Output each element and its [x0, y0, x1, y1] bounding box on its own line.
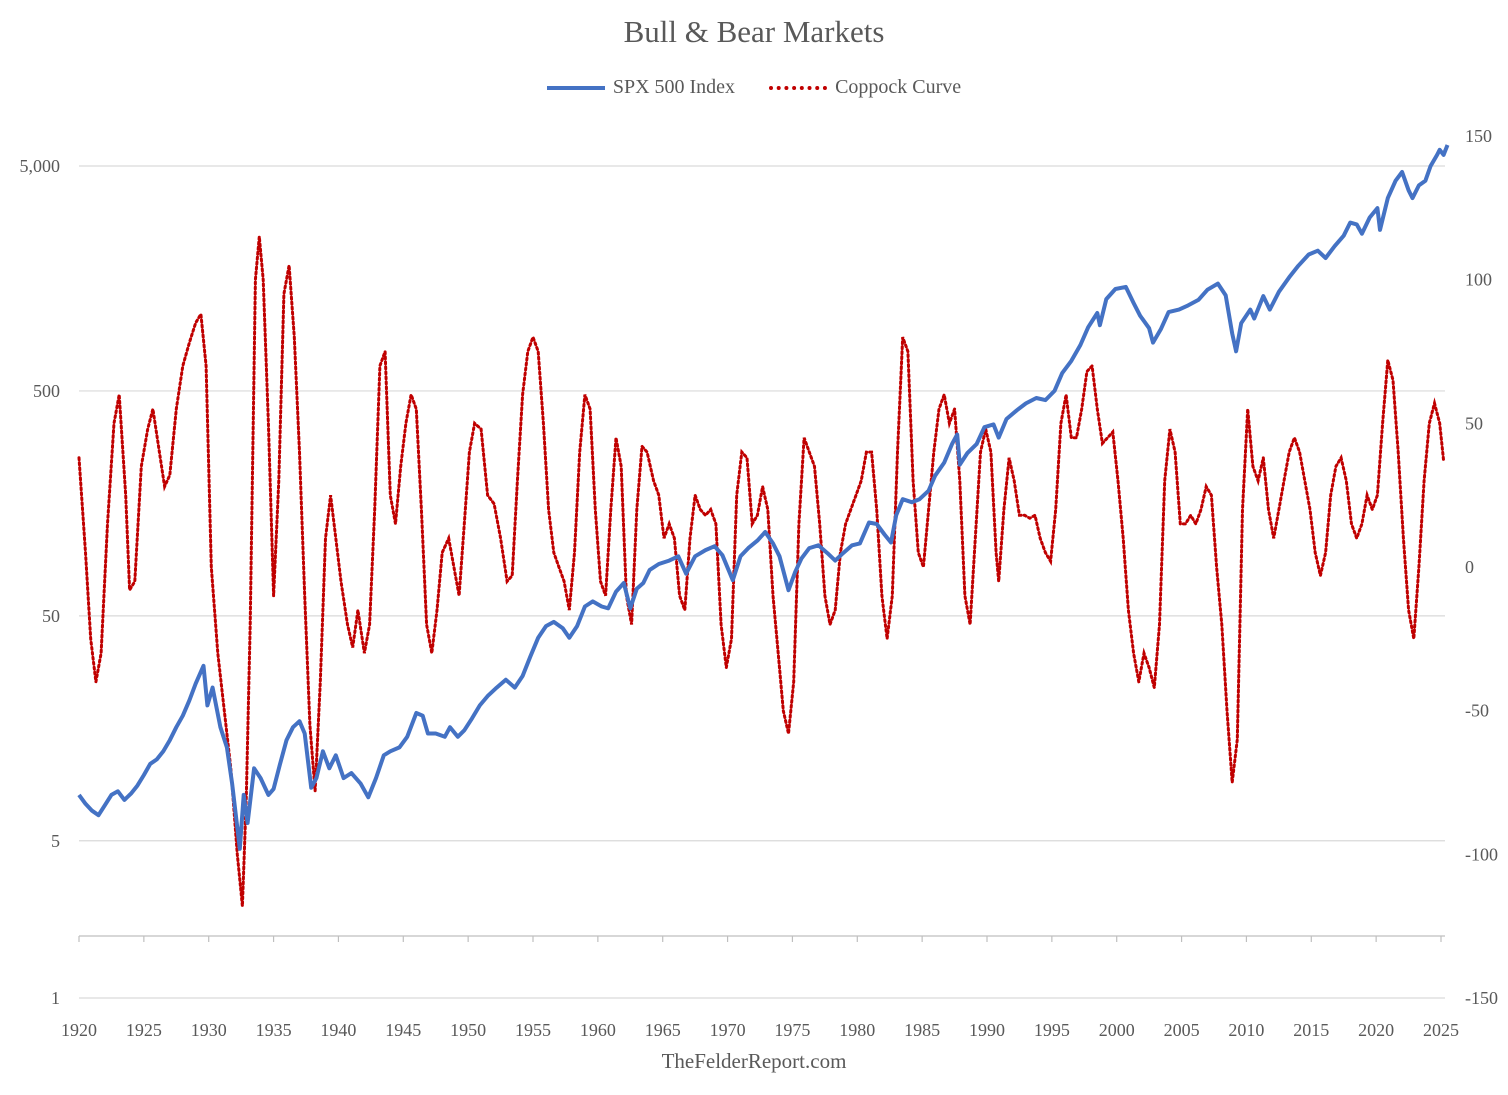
y-left-tick-label: 5,000: [20, 156, 61, 176]
y-left-tick-label: 1: [51, 988, 60, 1008]
x-tick-label: 2020: [1358, 1020, 1394, 1040]
series-line-spx-500-index: [77, 144, 1450, 851]
y-right-tick-label: 50: [1465, 413, 1483, 433]
x-tick-label: 1920: [61, 1020, 97, 1040]
legend-item-spx: SPX 500 Index: [546, 76, 736, 99]
y-right-tick-label: -50: [1465, 701, 1489, 721]
x-tick-label: 1985: [904, 1020, 940, 1040]
x-tick-label: 1925: [126, 1020, 162, 1040]
footer-source: TheFelderReport.com: [661, 1049, 847, 1073]
legend-label-coppock: Coppock Curve: [835, 76, 962, 98]
legend: SPX 500 Index Coppock Curve: [0, 76, 1508, 99]
y-axis-left: 1 5 50 500 5,000: [20, 156, 61, 1008]
x-tick-label: 2000: [1099, 1020, 1135, 1040]
x-tick-label: 1950: [450, 1020, 486, 1040]
x-tick-label: 1955: [515, 1020, 551, 1040]
x-tick-label: 1935: [256, 1020, 292, 1040]
y-right-tick-label: 100: [1465, 270, 1492, 290]
y-right-tick-label: 150: [1465, 126, 1492, 146]
y-right-tick-label: -150: [1465, 988, 1498, 1008]
legend-item-coppock: Coppock Curve: [769, 76, 961, 99]
x-tick-label: 1940: [320, 1020, 356, 1040]
y-left-tick-label: 5: [51, 831, 60, 851]
x-tick-label: 1990: [969, 1020, 1005, 1040]
x-tick-label: 1930: [191, 1020, 227, 1040]
x-tick-label: 1980: [839, 1020, 875, 1040]
x-tick-label: 2005: [1164, 1020, 1200, 1040]
y-right-tick-label: -100: [1465, 844, 1498, 864]
y-axis-right: -150 -100 -50 0 50 100 150: [1465, 126, 1498, 1008]
y-left-tick-label: 500: [33, 381, 60, 401]
x-tick-label: 2015: [1293, 1020, 1329, 1040]
y-left-tick-label: 50: [42, 606, 60, 626]
y-right-tick-label: 0: [1465, 557, 1474, 577]
legend-swatch-spx: [546, 85, 605, 90]
legend-swatch-coppock: [769, 85, 828, 90]
x-tick-label: 1945: [385, 1020, 421, 1040]
x-tick-label: 1965: [645, 1020, 681, 1040]
legend-label-spx: SPX 500 Index: [612, 76, 736, 98]
x-tick-label: 2010: [1228, 1020, 1264, 1040]
x-tick-label: 1960: [580, 1020, 616, 1040]
x-tick-label: 1975: [774, 1020, 810, 1040]
chart-title: Bull & Bear Markets: [623, 14, 885, 49]
x-tick-label: 1995: [1034, 1020, 1070, 1040]
x-axis: 1920 1925 1930 1935 1940 1945 1950 1955 1960 1965…: [61, 935, 1459, 1040]
x-tick-label: 2025: [1423, 1020, 1459, 1040]
x-tick-label: 1970: [710, 1020, 746, 1040]
